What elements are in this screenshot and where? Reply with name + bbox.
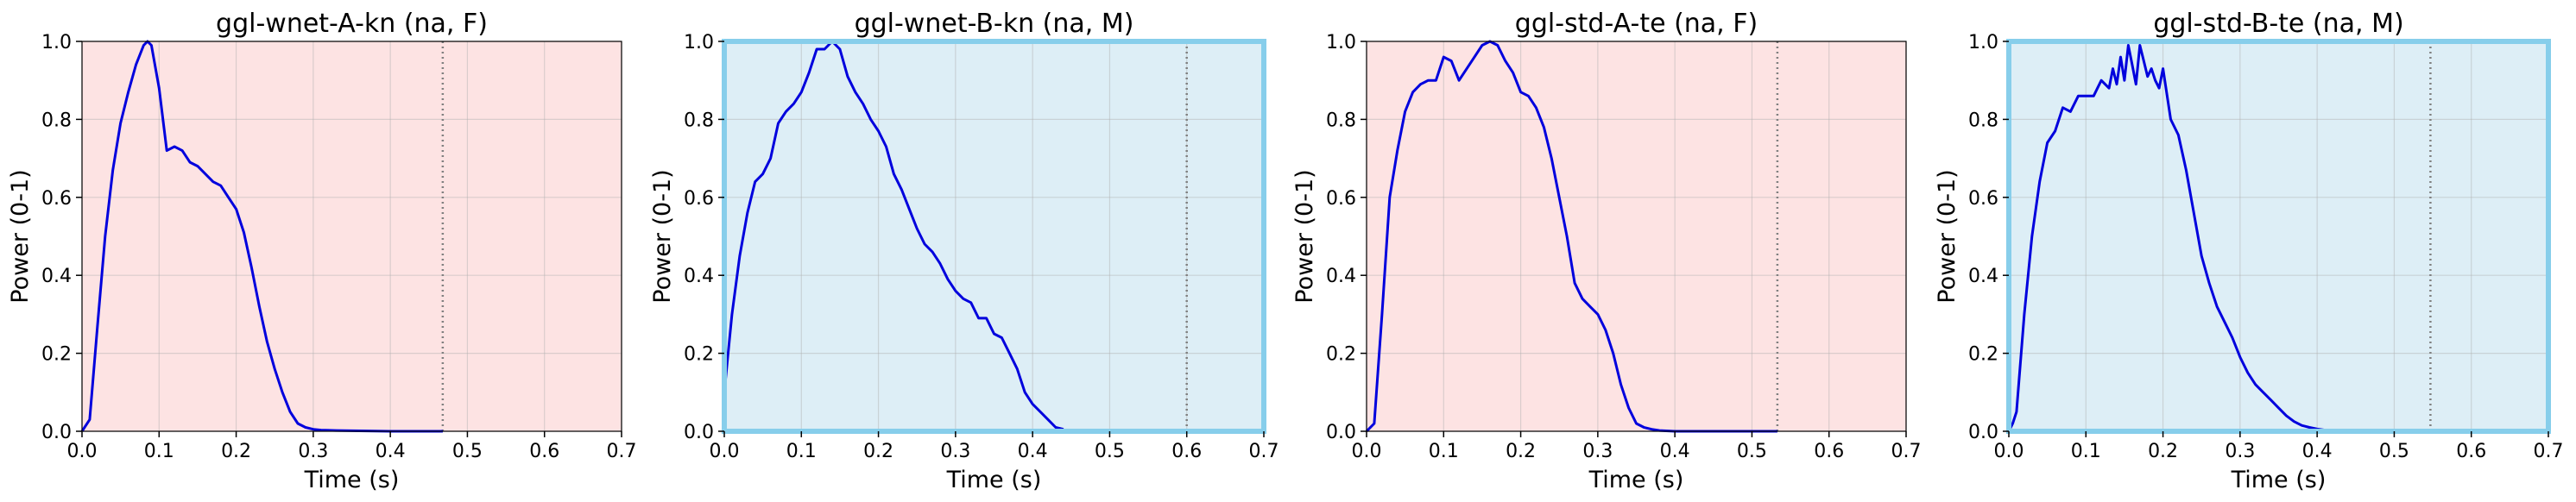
y-tick-label: 0.8 <box>1968 110 1998 131</box>
x-tick-label: 0.0 <box>67 441 98 462</box>
data-line <box>2007 44 2333 432</box>
chart-title: ggl-std-B-te (na, M) <box>2153 9 2403 39</box>
plot-background <box>724 41 1264 431</box>
y-tick-label: 1.0 <box>684 32 714 53</box>
x-tick-label: 0.3 <box>298 441 328 462</box>
y-tick-label: 0.8 <box>41 110 72 131</box>
x-tick-label: 0.5 <box>452 441 483 462</box>
x-tick-label: 0.1 <box>144 441 174 462</box>
y-tick-label: 0.4 <box>41 266 72 287</box>
x-axis-label: Time (s) <box>946 467 1042 493</box>
x-tick-label: 0.5 <box>2379 441 2409 462</box>
x-axis-label: Time (s) <box>1588 467 1684 493</box>
y-tick-label: 0.0 <box>1968 422 1998 443</box>
chart-title: ggl-wnet-A-kn (na, F) <box>216 9 488 39</box>
y-tick-label: 0.2 <box>1968 344 1998 366</box>
x-tick-label: 0.7 <box>607 441 637 462</box>
y-tick-label: 0.6 <box>41 188 72 210</box>
y-tick-label: 0.4 <box>684 266 714 287</box>
plot-background <box>2009 41 2548 431</box>
y-axis-label: Power (0-1) <box>1291 169 1318 303</box>
y-axis-label: Power (0-1) <box>7 169 34 303</box>
chart-panel-3: 0.0 0.1 0.2 0.3 0.4 0.5 0.6 0.7 0.0 0.2 0.4 0.6 0.8 1… <box>1291 9 1922 493</box>
x-tick-label: 0.5 <box>1737 441 1767 462</box>
y-tick-label: 0.2 <box>684 344 714 366</box>
x-tick-label: 0.2 <box>2148 441 2178 462</box>
y-axis-label: Power (0-1) <box>649 169 676 303</box>
x-tick-label: 0.0 <box>710 441 740 462</box>
y-tick-label: 1.0 <box>1326 32 1356 53</box>
y-tick-label: 0.8 <box>684 110 714 131</box>
plot-background <box>1367 41 1906 431</box>
y-tick-label: 0.4 <box>1326 266 1356 287</box>
y-axis-label: Power (0-1) <box>1934 169 1960 303</box>
x-tick-label: 0.3 <box>1582 441 1613 462</box>
chart-panel-1: 0.0 0.1 0.2 0.3 0.4 0.5 0.6 0.7 0.0 0.2 0.4 0.6 0.8 1… <box>7 9 637 493</box>
y-tick-label: 0.2 <box>1326 344 1356 366</box>
x-tick-label: 0.4 <box>376 441 406 462</box>
x-tick-label: 0.3 <box>940 441 970 462</box>
x-tick-label: 0.6 <box>2456 441 2486 462</box>
y-tick-label: 0.0 <box>684 422 714 443</box>
y-tick-label: 0.6 <box>1968 188 1998 210</box>
x-tick-label: 0.4 <box>1018 441 1048 462</box>
highlight-frame <box>722 39 1266 434</box>
y-tick-label: 0.2 <box>41 344 72 366</box>
x-tick-label: 0.4 <box>1660 441 1690 462</box>
x-tick-label: 0.0 <box>1352 441 1382 462</box>
x-tick-label: 0.3 <box>2225 441 2255 462</box>
plot-background <box>82 41 622 431</box>
x-tick-label: 0.5 <box>1095 441 1125 462</box>
y-tick-label: 0.0 <box>1326 422 1356 443</box>
axes-frame <box>81 41 622 432</box>
y-tick-label: 0.6 <box>684 188 714 210</box>
data-line <box>723 40 1064 431</box>
chart-title: ggl-wnet-B-kn (na, M) <box>855 9 1134 39</box>
x-tick-label: 0.1 <box>1429 441 1459 462</box>
chart-panel-2: 0.0 0.1 0.2 0.3 0.4 0.5 0.6 0.7 0.0 0.2 0.4 0.6 0.8 1… <box>649 9 1279 493</box>
x-axis-label: Time (s) <box>2231 467 2327 493</box>
x-tick-label: 0.6 <box>1814 441 1844 462</box>
y-tick-label: 0.8 <box>1326 110 1356 131</box>
y-tick-label: 1.0 <box>1968 32 1998 53</box>
x-tick-label: 0.6 <box>1171 441 1202 462</box>
x-tick-label: 0.1 <box>786 441 817 462</box>
axes-frame <box>1366 41 1907 432</box>
y-tick-label: 0.0 <box>41 422 72 443</box>
x-tick-label: 0.2 <box>1506 441 1536 462</box>
chart-panel-4: 0.0 0.1 0.2 0.3 0.4 0.5 0.6 0.7 0.0 0.2 0.4 0.6 0.8 1… <box>1934 9 2564 493</box>
highlight-frame <box>2006 39 2551 434</box>
x-tick-label: 0.2 <box>221 441 251 462</box>
chart-title: ggl-std-A-te (na, F) <box>1515 9 1758 39</box>
x-tick-label: 0.2 <box>863 441 893 462</box>
x-tick-label: 0.7 <box>1249 441 1279 462</box>
y-tick-label: 0.4 <box>1968 266 1998 287</box>
x-tick-label: 0.7 <box>1891 441 1922 462</box>
x-tick-label: 0.0 <box>1994 441 2024 462</box>
data-line <box>1365 40 1777 433</box>
x-tick-label: 0.4 <box>2302 441 2333 462</box>
x-tick-label: 0.6 <box>529 441 559 462</box>
data-line <box>80 40 443 433</box>
x-tick-label: 0.1 <box>2071 441 2101 462</box>
y-tick-label: 1.0 <box>41 32 72 53</box>
x-tick-label: 0.7 <box>2534 441 2564 462</box>
y-tick-label: 0.6 <box>1326 188 1356 210</box>
x-axis-label: Time (s) <box>304 467 400 493</box>
